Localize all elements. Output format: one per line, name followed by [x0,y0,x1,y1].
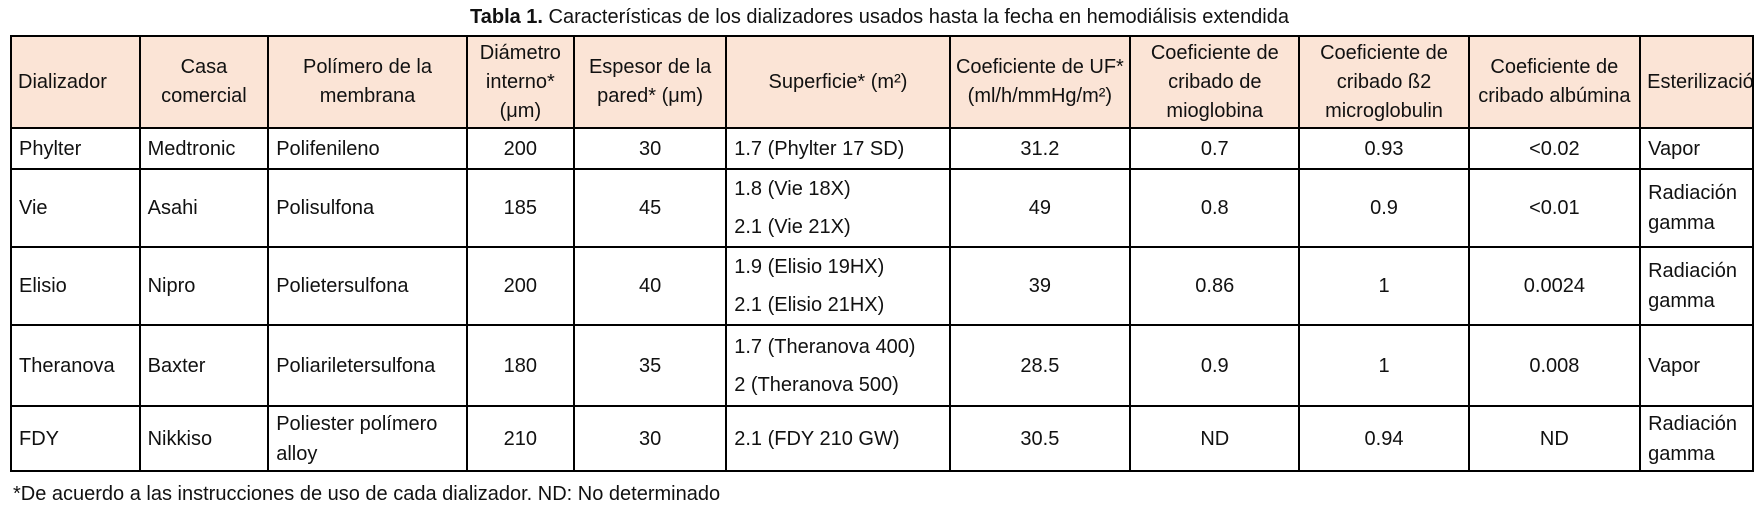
cell-cribado-albumina: ND [1467,405,1642,472]
table-caption: Tabla 1. Características de los dializad… [0,4,1759,30]
table-row: Phylter Medtronic Polifenileno 200 30 1.… [10,127,1754,170]
cell-superficie: 1.8 (Vie 18X) 2.1 (Vie 21X) [725,168,951,248]
header-dializador: Dializador [10,35,141,129]
header-cribado-mioglobina: Coeficiente de cribado de mioglobina [1129,35,1301,129]
superficie-value: 2.1 (Vie 21X) [734,216,851,238]
cell-coeficiente-uf: 39 [948,246,1132,326]
dialyzer-table: Dializador Casa comercial Polímero de la… [10,35,1754,472]
cell-cribado-albumina: <0.02 [1467,127,1642,170]
cell-dializador: Phylter [10,127,141,170]
cell-cribado-b2: 0.94 [1298,405,1470,472]
cell-cribado-b2: 0.9 [1298,168,1470,248]
cell-coeficiente-uf: 30.5 [948,405,1132,472]
cell-dializador: Theranova [10,324,141,407]
cell-diametro: 200 [465,246,575,326]
cell-coeficiente-uf: 49 [948,168,1132,248]
cell-coeficiente-uf: 31.2 [948,127,1132,170]
caption-text: Características de los dializadores usad… [543,6,1289,28]
cell-casa-comercial: Nikkiso [138,405,270,472]
header-cribado-albumina: Coeficiente de cribado albúmina [1467,35,1642,129]
cell-espesor: 30 [572,405,728,472]
cell-superficie: 1.9 (Elisio 19HX) 2.1 (Elisio 21HX) [725,246,951,326]
cell-cribado-mioglobina: 0.7 [1129,127,1301,170]
cell-dializador: Elisio [10,246,141,326]
cell-espesor: 35 [572,324,728,407]
header-coeficiente-uf: Coeficiente de UF* (ml/h/mmHg/m²) [948,35,1132,129]
cell-cribado-albumina: 0.008 [1467,324,1642,407]
cell-polimero: Poliariletersulfona [267,324,468,407]
header-cribado-b2: Coeficiente de cribado ß2 microglobulin [1298,35,1470,129]
cell-cribado-mioglobina: 0.8 [1129,168,1301,248]
cell-esterilizacion: Vapor [1639,324,1754,407]
cell-polimero: Polisulfona [267,168,468,248]
cell-polimero: Poliester polímero alloy [267,405,468,472]
cell-cribado-albumina: <0.01 [1467,168,1642,248]
superficie-value: 1.7 (Phylter 17 SD) [734,137,905,160]
cell-espesor: 45 [572,168,728,248]
table-row: Elisio Nipro Polietersulfona 200 40 1.9 … [10,246,1754,326]
superficie-value: 2.1 (FDY 210 GW) [734,427,900,450]
superficie-value: 1.8 (Vie 18X) [734,178,851,200]
superficie-value: 2 (Theranova 500) [734,373,899,396]
table-footnote: *De acuerdo a las instrucciones de uso d… [13,483,721,505]
superficie-value: 2.1 (Elisio 21HX) [734,294,885,316]
cell-casa-comercial: Asahi [138,168,270,248]
cell-polimero: Polietersulfona [267,246,468,326]
cell-cribado-b2: 0.93 [1298,127,1470,170]
superficie-value: 1.7 (Theranova 400) [734,335,916,358]
table-header-row: Dializador Casa comercial Polímero de la… [10,35,1754,129]
cell-polimero: Polifenileno [267,127,468,170]
cell-cribado-b2: 1 [1298,324,1470,407]
table-row: FDY Nikkiso Poliester polímero alloy 210… [10,405,1754,472]
cell-cribado-albumina: 0.0024 [1467,246,1642,326]
header-espesor: Espesor de la pared* (μm) [572,35,728,129]
header-superficie: Superficie* (m²) [725,35,951,129]
header-casa-comercial: Casa comercial [138,35,270,129]
cell-esterilizacion: Vapor [1639,127,1754,170]
cell-esterilizacion: Radiación gamma [1639,405,1754,472]
cell-diametro: 180 [465,324,575,407]
cell-casa-comercial: Baxter [138,324,270,407]
caption-label: Tabla 1. [470,6,543,28]
cell-coeficiente-uf: 28.5 [948,324,1132,407]
table-row: Theranova Baxter Poliariletersulfona 180… [10,324,1754,407]
cell-superficie: 1.7 (Phylter 17 SD) [725,127,951,170]
cell-diametro: 185 [465,168,575,248]
cell-dializador: FDY [10,405,141,472]
cell-dializador: Vie [10,168,141,248]
cell-cribado-mioglobina: 0.86 [1129,246,1301,326]
cell-cribado-mioglobina: 0.9 [1129,324,1301,407]
cell-espesor: 40 [572,246,728,326]
cell-casa-comercial: Nipro [138,246,270,326]
header-polimero: Polímero de la membrana [267,35,468,129]
cell-esterilizacion: Radiación gamma [1639,168,1754,248]
cell-superficie: 1.7 (Theranova 400) 2 (Theranova 500) [725,324,951,407]
cell-superficie: 2.1 (FDY 210 GW) [725,405,951,472]
cell-diametro: 210 [465,405,575,472]
cell-cribado-b2: 1 [1298,246,1470,326]
cell-casa-comercial: Medtronic [138,127,270,170]
cell-esterilizacion: Radiación gamma [1639,246,1754,326]
cell-espesor: 30 [572,127,728,170]
cell-diametro: 200 [465,127,575,170]
superficie-value: 1.9 (Elisio 19HX) [734,256,885,278]
header-diametro: Diámetro interno* (μm) [465,35,575,129]
cell-cribado-mioglobina: ND [1129,405,1301,472]
header-esterilizacion: Esterilización [1639,35,1754,129]
table-row: Vie Asahi Polisulfona 185 45 1.8 (Vie 18… [10,168,1754,248]
